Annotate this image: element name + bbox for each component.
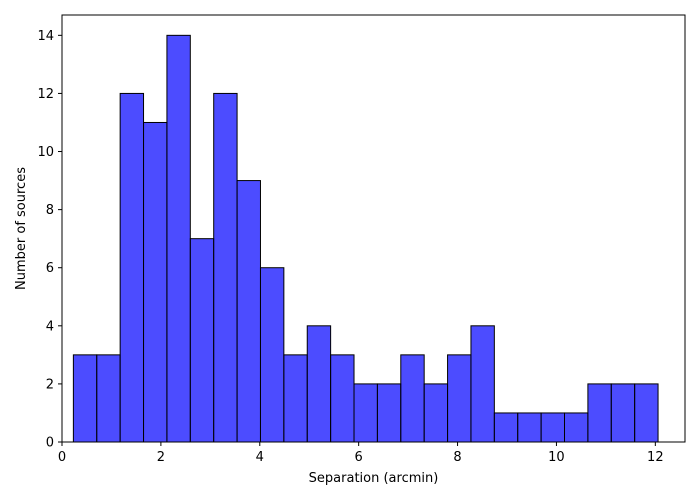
histogram-bar <box>119 92 145 443</box>
histogram-bar <box>610 383 636 443</box>
y-tick-label: 4 <box>46 319 54 334</box>
histogram-bar <box>493 412 519 443</box>
x-tick-label: 12 <box>647 450 664 465</box>
histogram-bar <box>236 180 261 443</box>
histogram-bar <box>540 412 566 443</box>
histogram-bar <box>72 354 98 443</box>
histogram-bar <box>423 383 449 443</box>
histogram-bar <box>143 121 168 443</box>
x-axis: 0 2 4 6 8 10 12 <box>58 442 664 465</box>
histogram-bar <box>353 383 378 443</box>
x-tick-label: 6 <box>355 450 363 465</box>
histogram-bar <box>213 92 238 443</box>
y-tick-label: 12 <box>37 87 54 102</box>
histogram-bar <box>564 412 589 443</box>
y-axis: 0 2 4 6 8 10 12 14 <box>37 29 62 451</box>
histogram-bar <box>587 383 612 443</box>
x-tick-label: 2 <box>157 450 165 465</box>
x-tick-label: 4 <box>256 450 264 465</box>
y-tick-label: 6 <box>46 261 54 276</box>
histogram-bar <box>189 238 215 443</box>
y-tick-label: 2 <box>46 377 54 392</box>
x-axis-label: Separation (arcmin) <box>309 471 439 486</box>
y-tick-label: 0 <box>46 436 54 451</box>
histogram-bar <box>376 383 402 443</box>
histogram-bar <box>306 325 332 443</box>
x-tick-label: 10 <box>548 450 565 465</box>
y-axis-label: Number of sources <box>14 167 29 290</box>
histogram-bar <box>400 354 425 443</box>
x-tick-label: 0 <box>58 450 66 465</box>
plot-frame <box>61 14 686 443</box>
histogram-bar <box>470 325 495 443</box>
y-tick-label: 14 <box>37 29 54 44</box>
x-tick-label: 8 <box>453 450 461 465</box>
y-tick-label: 8 <box>46 203 54 218</box>
y-tick-label: 10 <box>37 145 54 160</box>
histogram-bar <box>330 354 355 443</box>
histogram-bar <box>517 412 542 443</box>
histogram-bar <box>634 383 659 443</box>
bars-layer <box>72 34 659 443</box>
histogram-bar <box>96 354 121 443</box>
histogram-bar <box>447 354 472 443</box>
histogram-bar <box>283 354 308 443</box>
histogram-bar <box>166 34 191 443</box>
histogram-bar <box>259 267 285 443</box>
